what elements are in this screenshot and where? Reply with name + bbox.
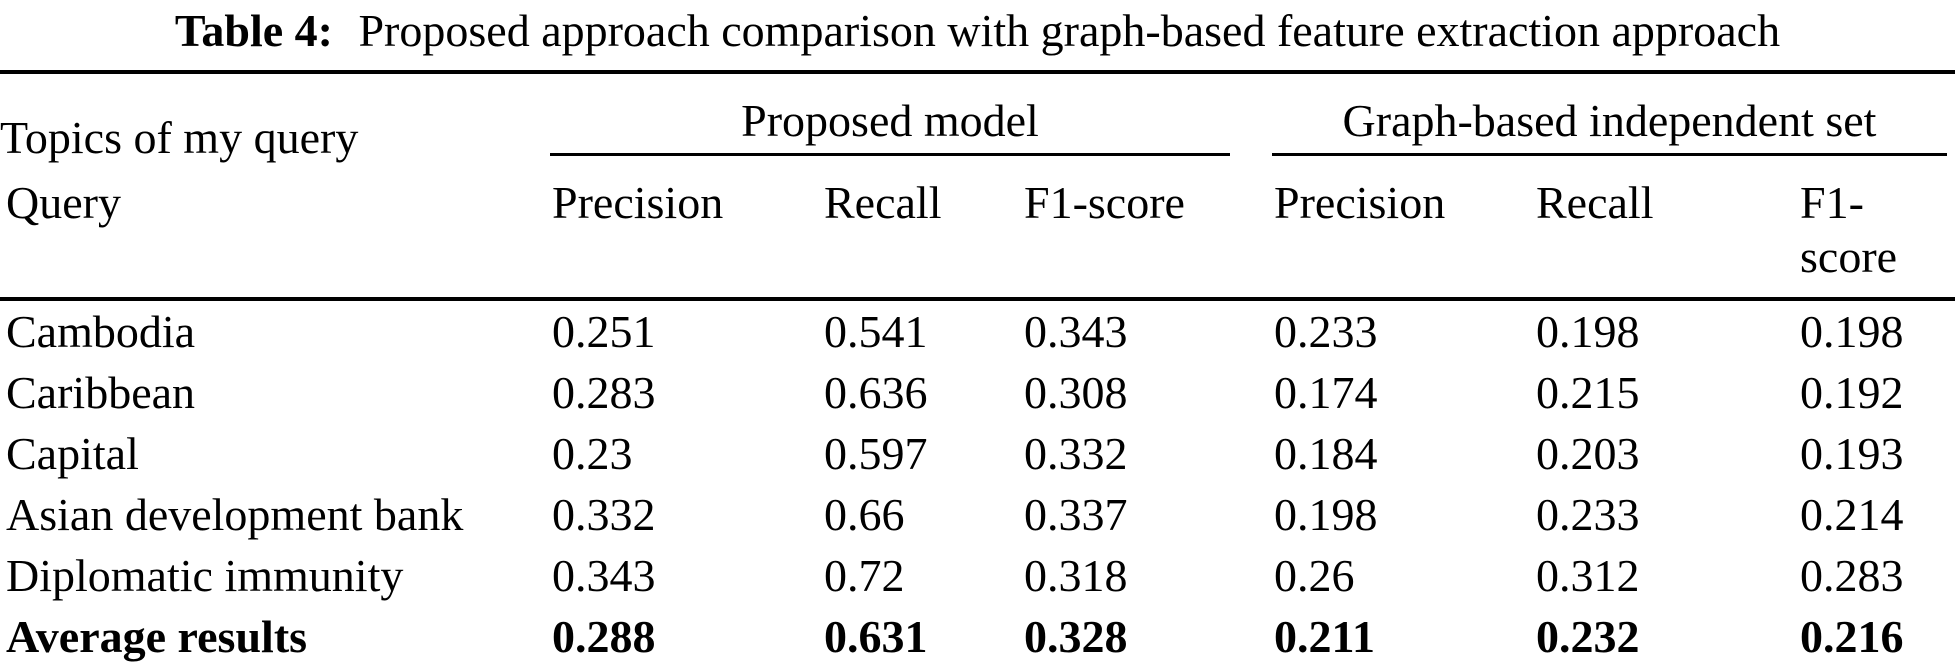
value-cell: 0.597 — [824, 428, 928, 479]
value-cell: 0.332 — [1024, 428, 1128, 479]
group-label-graph-based: Graph-based independent set — [1272, 94, 1947, 156]
col-header-graph-recall: Recall — [1534, 164, 1798, 301]
value-cell: 0.233 — [1536, 489, 1640, 540]
value-cell: 0.66 — [824, 489, 905, 540]
table-row-average-results: Average results 0.288 0.631 0.328 0.211 … — [0, 606, 1955, 666]
summary-value-cell: 0.631 — [822, 606, 1022, 666]
col-header-graph-f1-text: F1-score — [1800, 177, 1898, 282]
value-cell: 0.193 — [1800, 428, 1904, 479]
value-cell: 0.337 — [1024, 489, 1128, 540]
results-table: Topics of my query Proposed model Graph-… — [0, 70, 1955, 666]
col-header-proposed-precision: Precision — [550, 164, 822, 301]
table-row-asian-development-bank: Asian development bank 0.332 0.66 0.337 … — [0, 484, 1955, 545]
summary-value-cell: 0.211 — [1272, 606, 1534, 666]
value-cell: 0.251 — [552, 306, 656, 357]
col-header-graph-precision: Precision — [1272, 164, 1534, 301]
table-row-capital: Capital 0.23 0.597 0.332 0.184 0.203 0.1… — [0, 423, 1955, 484]
value-cell: 0.26 — [1274, 550, 1355, 601]
group-label-proposed-model: Proposed model — [550, 94, 1230, 156]
col-header-proposed-f1: F1-score — [1022, 164, 1272, 301]
query-cell: Diplomatic immunity — [6, 550, 404, 601]
summary-value-cell: 0.232 — [1534, 606, 1798, 666]
value-cell: 0.343 — [1024, 306, 1128, 357]
value-cell: 0.214 — [1800, 489, 1904, 540]
value-cell: 0.318 — [1024, 550, 1128, 601]
summary-value-cell: 0.216 — [1798, 606, 1955, 666]
group-header-proposed-model: Proposed model — [550, 70, 1272, 164]
value-cell: 0.203 — [1536, 428, 1640, 479]
query-cell: Capital — [6, 428, 139, 479]
value-cell: 0.72 — [824, 550, 905, 601]
table-row-diplomatic-immunity: Diplomatic immunity 0.343 0.72 0.318 0.2… — [0, 545, 1955, 606]
stub-header-line2: Query — [0, 164, 550, 301]
value-cell: 0.541 — [824, 306, 928, 357]
group-header-graph-based: Graph-based independent set — [1272, 70, 1955, 164]
table-caption-number: Table 4: — [174, 5, 333, 56]
summary-value-cell: 0.328 — [1022, 606, 1272, 666]
group-header-row: Topics of my query Proposed model Graph-… — [0, 70, 1955, 164]
summary-label-cell: Average results — [0, 606, 550, 666]
value-cell: 0.343 — [552, 550, 656, 601]
table-caption: Table 4: Proposed approach comparison wi… — [0, 0, 1955, 70]
value-cell: 0.215 — [1536, 367, 1640, 418]
value-cell: 0.174 — [1274, 367, 1378, 418]
value-cell: 0.233 — [1274, 306, 1378, 357]
value-cell: 0.198 — [1274, 489, 1378, 540]
query-cell: Caribbean — [6, 367, 196, 418]
col-header-proposed-recall: Recall — [822, 164, 1022, 301]
value-cell: 0.184 — [1274, 428, 1378, 479]
value-cell: 0.332 — [552, 489, 656, 540]
value-cell: 0.283 — [1800, 550, 1904, 601]
stub-header-line1: Topics of my query — [0, 70, 550, 164]
value-cell: 0.308 — [1024, 367, 1128, 418]
value-cell: 0.283 — [552, 367, 656, 418]
value-cell: 0.198 — [1800, 306, 1904, 357]
query-cell: Cambodia — [6, 306, 196, 357]
value-cell: 0.312 — [1536, 550, 1640, 601]
value-cell: 0.23 — [552, 428, 633, 479]
table-row-cambodia: Cambodia 0.251 0.541 0.343 0.233 0.198 0… — [0, 299, 1955, 362]
summary-value-cell: 0.288 — [550, 606, 822, 666]
table-row-caribbean: Caribbean 0.283 0.636 0.308 0.174 0.215 … — [0, 362, 1955, 423]
value-cell: 0.192 — [1800, 367, 1904, 418]
value-cell: 0.198 — [1536, 306, 1640, 357]
table-caption-text: Proposed approach comparison with graph-… — [358, 5, 1781, 56]
value-cell: 0.636 — [824, 367, 928, 418]
column-header-row: Query Precision Recall F1-score Precisio… — [0, 164, 1955, 301]
col-header-graph-f1: F1-score — [1798, 164, 1955, 301]
query-cell: Asian development bank — [6, 489, 464, 540]
